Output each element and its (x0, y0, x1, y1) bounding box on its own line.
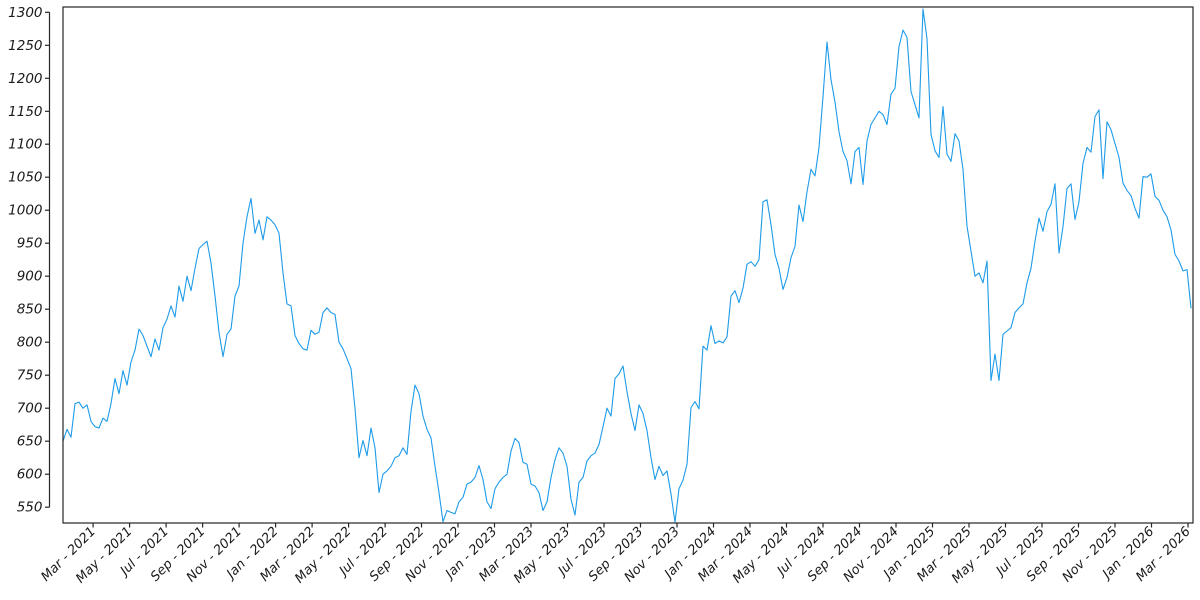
y-tick-label: 800 (17, 335, 43, 351)
y-tick-label: 650 (17, 434, 43, 450)
y-tick-label: 900 (17, 269, 43, 285)
y-tick-label: 1100 (8, 137, 42, 153)
y-tick-label: 850 (17, 302, 43, 318)
y-tick-label: 600 (17, 467, 43, 483)
y-tick-label: 1050 (8, 170, 42, 186)
y-tick-label: 750 (17, 368, 43, 384)
y-tick-label: 1300 (8, 5, 42, 21)
y-tick-label: 950 (17, 236, 43, 252)
plot-border (62, 6, 1194, 524)
y-tick-label: 700 (17, 401, 43, 417)
y-tick-label: 1000 (8, 203, 42, 219)
value-line-series (62, 8, 1192, 523)
y-tick-label: 1150 (8, 104, 42, 120)
y-tick-label: 1250 (8, 38, 42, 54)
y-tick-label: 550 (17, 500, 43, 516)
y-axis: 550 600 650 700 750 800 850 900 950 1000 1050 1100 1… (8, 5, 51, 516)
y-tick-label: 1200 (8, 71, 42, 87)
